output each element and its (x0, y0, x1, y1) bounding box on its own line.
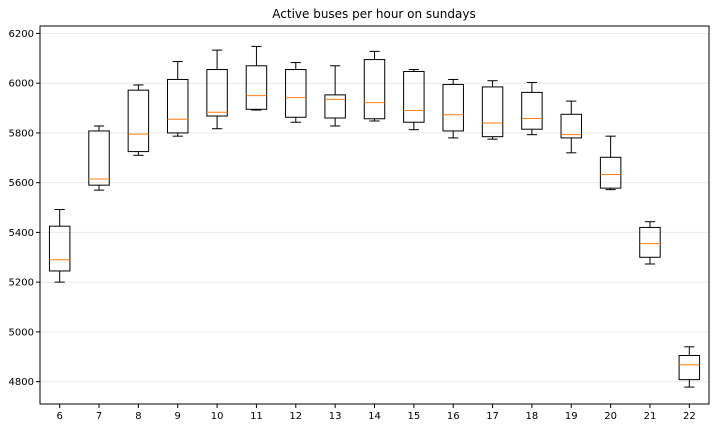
box-hour-16 (442, 78, 464, 139)
y-tick-label: 5200 (9, 278, 34, 289)
y-tick-label: 4800 (9, 377, 34, 388)
box-hour-21 (639, 221, 661, 265)
x-tick-label: 8 (135, 411, 141, 422)
iqr-box (48, 225, 71, 272)
iqr-box (521, 91, 543, 130)
box-hour-6 (48, 209, 71, 283)
gridlines (40, 32, 709, 383)
box-hour-14 (363, 50, 386, 122)
iqr-box (560, 113, 582, 139)
box-hour-22 (678, 346, 701, 388)
x-tick-label: 9 (175, 411, 181, 422)
box-hour-20 (599, 135, 622, 191)
y-tick-label: 6000 (9, 79, 34, 90)
x-tick-label: 21 (644, 411, 657, 422)
iqr-box (324, 94, 346, 119)
box-hour-18 (521, 81, 543, 136)
box-hour-17 (481, 80, 504, 140)
iqr-box (206, 69, 228, 117)
x-tick-label: 18 (526, 411, 539, 422)
iqr-box (403, 71, 425, 123)
x-tick-label: 15 (407, 411, 420, 422)
y-tick-label: 5000 (9, 327, 34, 338)
iqr-box (363, 59, 386, 120)
x-tick-label: 6 (56, 411, 62, 422)
box-hour-12 (285, 62, 307, 123)
box-hour-10 (206, 49, 228, 130)
boxes (48, 45, 701, 388)
box-hour-11 (245, 45, 268, 111)
x-tick-label: 10 (211, 411, 224, 422)
x-tick-label: 17 (486, 411, 499, 422)
x-tick-label: 19 (565, 411, 578, 422)
x-tick-label: 22 (683, 411, 696, 422)
iqr-box (599, 156, 622, 189)
box-hour-13 (324, 65, 346, 127)
iqr-box (285, 69, 307, 118)
iqr-box (245, 65, 268, 110)
axes: 4800 5000 5200 5400 5600 5800 6000 6200 6 7 8 9 10 11… (9, 29, 696, 422)
x-tick-label: 13 (329, 411, 342, 422)
x-tick-label: 20 (604, 411, 617, 422)
iqr-box (127, 89, 150, 153)
iqr-box (481, 86, 504, 138)
y-tick-label: 5600 (9, 178, 34, 189)
box-hour-7 (88, 125, 110, 191)
iqr-box (639, 226, 661, 258)
box-hour-8 (127, 84, 150, 156)
iqr-box (88, 130, 110, 186)
x-tick-label: 14 (368, 411, 381, 422)
y-tick-label: 6200 (9, 29, 34, 40)
x-tick-label: 12 (289, 411, 302, 422)
x-tick-label: 16 (447, 411, 460, 422)
chart-title: Active buses per hour on sundays (272, 7, 475, 21)
x-tick-label: 7 (96, 411, 102, 422)
box-hour-19 (560, 100, 582, 154)
box-hour-15 (403, 69, 425, 131)
y-tick-label: 5800 (9, 128, 34, 139)
x-tick-label: 11 (250, 411, 263, 422)
iqr-box (442, 83, 464, 132)
y-tick-label: 5400 (9, 228, 34, 239)
box-hour-9 (167, 61, 189, 137)
iqr-box (678, 355, 701, 381)
iqr-box (167, 78, 189, 134)
